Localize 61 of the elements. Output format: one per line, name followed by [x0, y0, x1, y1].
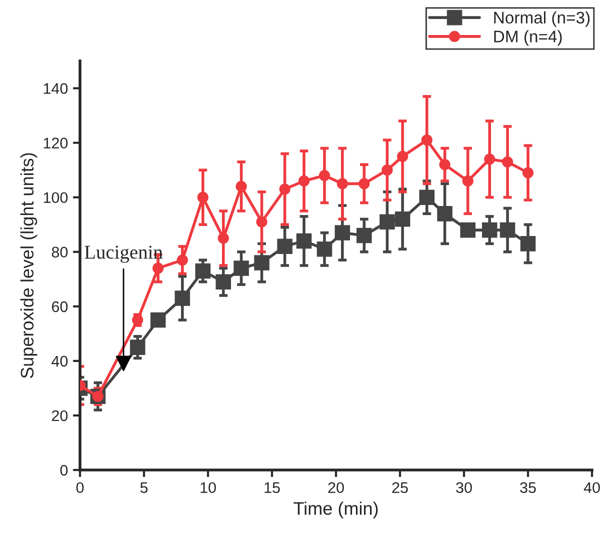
- point: [316, 242, 332, 257]
- point: [462, 175, 474, 187]
- point: [439, 159, 450, 170]
- x-tick-label: 30: [456, 482, 472, 494]
- y-tick-label: 80: [52, 246, 68, 258]
- legend-label: DM (n=4): [494, 30, 562, 46]
- y-tick-label: 20: [52, 410, 68, 422]
- point: [318, 170, 330, 182]
- x-tick-label: 15: [264, 482, 280, 494]
- point: [522, 167, 534, 178]
- x-tick-label: 25: [392, 482, 408, 494]
- annotation: Lucigenin: [84, 246, 163, 263]
- y-tick-label: 60: [52, 301, 68, 312]
- point: [500, 222, 516, 238]
- point: [152, 262, 164, 274]
- point: [520, 236, 536, 252]
- y-tick-label: 40: [52, 356, 68, 367]
- point: [394, 212, 410, 227]
- x-tick-label: 40: [584, 482, 600, 494]
- point: [482, 222, 498, 238]
- x-tick-label: 35: [520, 482, 536, 494]
- point: [130, 340, 146, 355]
- point: [254, 255, 270, 270]
- y-tick-label: 0: [60, 464, 68, 476]
- point: [336, 178, 348, 190]
- point: [397, 150, 408, 162]
- point: [298, 175, 310, 187]
- point: [150, 312, 166, 328]
- point: [356, 228, 372, 244]
- point: [296, 233, 312, 249]
- point: [484, 154, 496, 165]
- x-tick-label: 5: [140, 482, 148, 494]
- point: [256, 216, 268, 228]
- point: [421, 134, 432, 146]
- point: [358, 178, 370, 190]
- point: [218, 232, 229, 244]
- x-tick-label: 10: [200, 482, 216, 494]
- x-axis-title: Time (min): [294, 502, 378, 518]
- point: [236, 180, 247, 192]
- point: [176, 254, 188, 266]
- point: [234, 260, 249, 276]
- point: [334, 225, 350, 240]
- point: [279, 184, 290, 195]
- point: [419, 190, 435, 205]
- point: [437, 206, 452, 222]
- point: [277, 238, 292, 254]
- y-tick-label: 100: [44, 192, 68, 204]
- point: [174, 290, 190, 306]
- x-tick-label: 20: [328, 482, 344, 494]
- y-tick-label: 120: [44, 138, 68, 148]
- y-tick-label: 140: [44, 83, 68, 94]
- point: [197, 192, 208, 203]
- point: [502, 156, 514, 168]
- point: [216, 274, 231, 290]
- point: [380, 214, 395, 230]
- point: [382, 164, 393, 176]
- point: [195, 263, 211, 279]
- x-tick-label: 0: [76, 482, 84, 494]
- point: [460, 222, 476, 238]
- legend-label: Normal (n=3): [494, 11, 590, 27]
- y-axis-title: Superoxide level (light units): [20, 153, 38, 378]
